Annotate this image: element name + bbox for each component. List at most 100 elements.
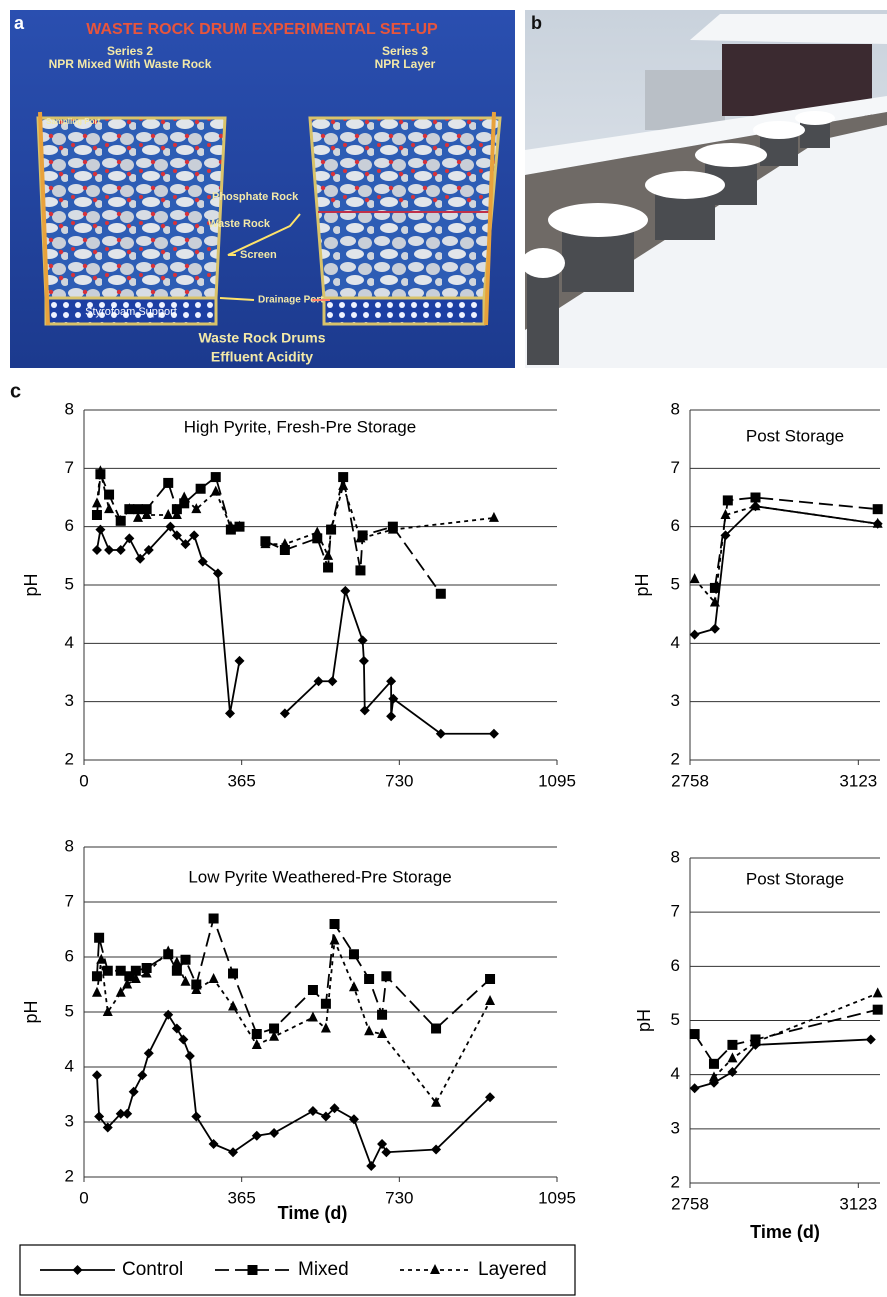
marker xyxy=(208,913,219,924)
marker xyxy=(388,693,399,704)
x-tick-label: 1095 xyxy=(538,771,576,790)
marker xyxy=(431,1144,442,1155)
panel-label: a xyxy=(14,13,25,33)
y-axis-label: pH xyxy=(634,1009,654,1032)
y-tick-label: 4 xyxy=(671,1064,680,1083)
y-tick-label: 4 xyxy=(671,633,680,652)
marker xyxy=(327,676,338,687)
panel-a: a WASTE ROCK DRUM EXPERIMENTAL SET-UP Se… xyxy=(10,10,515,368)
marker xyxy=(485,974,496,984)
drum-base xyxy=(322,296,486,326)
legend-label: Mixed xyxy=(298,1259,349,1280)
marker xyxy=(872,504,883,515)
marker xyxy=(708,1058,719,1069)
arrow xyxy=(227,213,301,256)
y-tick-label: 5 xyxy=(671,1010,680,1029)
marker xyxy=(195,483,206,494)
x-tick-label: 730 xyxy=(385,771,413,790)
marker xyxy=(141,509,152,519)
marker xyxy=(171,1023,182,1034)
y-tick-label: 2 xyxy=(65,1166,74,1185)
marker xyxy=(122,978,133,989)
series-line xyxy=(96,915,491,1036)
marker xyxy=(191,984,202,994)
marker xyxy=(171,956,182,967)
marker xyxy=(307,985,318,995)
x-axis-label: Time (d) xyxy=(278,1203,348,1223)
legend-marker xyxy=(247,1265,258,1275)
marker xyxy=(115,986,126,997)
y-tick-label: 2 xyxy=(65,749,74,768)
x-tick-label: 3123 xyxy=(839,1194,877,1213)
marker xyxy=(102,1122,113,1133)
series-line xyxy=(714,496,878,589)
marker xyxy=(727,1039,738,1050)
marker xyxy=(381,971,392,982)
marker xyxy=(269,1030,280,1041)
marker xyxy=(135,553,146,564)
marker xyxy=(124,503,135,514)
marker xyxy=(128,1086,139,1097)
marker xyxy=(212,568,223,579)
marker xyxy=(720,509,731,519)
y-tick-label: 6 xyxy=(671,956,680,975)
caption: Effluent Acidity xyxy=(211,349,313,365)
marker xyxy=(320,998,331,1009)
marker xyxy=(865,1034,876,1045)
x-tick-label: 3123 xyxy=(839,771,877,790)
marker xyxy=(709,582,720,593)
series-line xyxy=(694,1038,871,1090)
marker xyxy=(488,728,499,739)
y-tick-label: 6 xyxy=(65,946,74,965)
series-label: Series 3 xyxy=(382,44,428,58)
marker xyxy=(180,539,191,550)
marker xyxy=(358,655,369,666)
marker xyxy=(171,530,182,541)
marker xyxy=(307,1106,318,1116)
marker xyxy=(208,973,219,983)
y-tick-label: 6 xyxy=(671,516,680,535)
marker xyxy=(95,524,106,535)
marker xyxy=(366,1161,377,1171)
sampling-tube xyxy=(38,111,50,326)
marker xyxy=(307,1011,318,1022)
series-line xyxy=(96,525,241,714)
legend-marker xyxy=(430,1264,440,1274)
marker xyxy=(91,986,102,997)
marker xyxy=(377,1139,388,1149)
label: Styrofoam Support xyxy=(85,306,177,318)
y-tick-label: 2 xyxy=(671,1172,680,1191)
marker xyxy=(115,1108,126,1119)
y-axis-label: pH xyxy=(21,573,41,596)
marker xyxy=(163,509,174,519)
marker xyxy=(102,1006,113,1016)
x-tick-label: 2758 xyxy=(671,771,709,790)
x-tick-label: 0 xyxy=(79,1188,88,1207)
series-label: Series 2 xyxy=(107,44,153,58)
marker xyxy=(102,965,113,976)
marker xyxy=(210,472,221,483)
y-tick-label: 7 xyxy=(671,458,680,477)
marker xyxy=(320,1111,331,1122)
marker xyxy=(355,565,366,576)
marker xyxy=(689,1029,700,1040)
marker xyxy=(94,932,105,943)
y-tick-label: 5 xyxy=(65,574,74,593)
marker xyxy=(104,545,115,555)
marker xyxy=(104,503,115,514)
marker xyxy=(689,1083,700,1094)
y-tick-label: 3 xyxy=(65,691,74,710)
marker xyxy=(251,1029,262,1039)
marker xyxy=(96,953,107,964)
legend-marker xyxy=(72,1265,83,1275)
marker xyxy=(191,1111,202,1122)
marker xyxy=(722,495,733,506)
marker xyxy=(130,965,141,976)
marker xyxy=(323,562,334,573)
marker xyxy=(178,1034,189,1045)
marker xyxy=(115,545,126,555)
marker xyxy=(338,479,349,490)
label: Drainage Port xyxy=(258,295,324,306)
marker xyxy=(163,477,174,488)
